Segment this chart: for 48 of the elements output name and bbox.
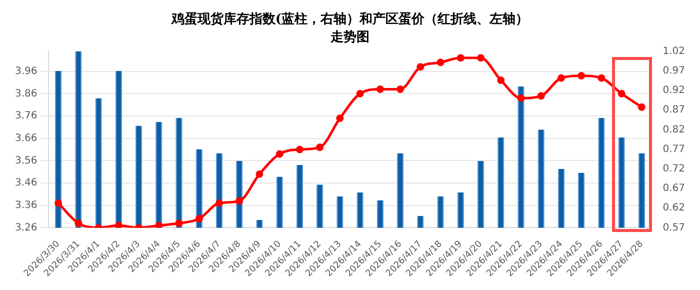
point	[276, 150, 284, 158]
point	[216, 199, 223, 207]
point	[517, 94, 525, 102]
point	[74, 220, 82, 228]
y2-tick-label: 0.77	[662, 144, 685, 155]
chart-subtitle: 走势图	[330, 28, 370, 45]
point	[598, 74, 606, 82]
point	[114, 222, 122, 228]
point	[155, 222, 163, 228]
point	[396, 85, 404, 93]
point	[336, 114, 344, 122]
y-tick-label: 3.36	[15, 200, 38, 211]
y-tick-label: 3.96	[15, 66, 38, 77]
chart-title: 鸡蛋现货库存指数(蓝柱，右轴）和产区蛋价（红折线、左轴）	[170, 11, 529, 28]
point	[175, 220, 183, 228]
point	[436, 58, 444, 66]
point	[195, 215, 203, 223]
y2-tick-label: 0.62	[662, 202, 685, 214]
point	[316, 144, 324, 152]
point	[497, 76, 505, 84]
point	[638, 103, 646, 111]
point	[618, 90, 626, 98]
y2-tick-label: 1.02	[662, 46, 685, 57]
point	[477, 54, 484, 62]
point	[456, 54, 464, 62]
y-tick-label: 3.76	[15, 110, 38, 122]
y-tick-label: 3.46	[15, 178, 38, 189]
y2-tick-label: 0.97	[662, 65, 685, 76]
point	[256, 170, 264, 178]
point	[356, 90, 364, 98]
point	[416, 63, 424, 71]
y-tick-label: 3.66	[15, 132, 38, 144]
y2-tick-label: 0.57	[662, 222, 685, 234]
y-tick-label: 3.86	[15, 88, 38, 100]
y2-tick-label: 0.72	[662, 163, 685, 174]
point	[54, 199, 62, 207]
point	[537, 92, 545, 100]
y2-tick-label: 0.67	[662, 183, 685, 194]
y2-tick-label: 0.82	[662, 124, 685, 136]
point	[236, 197, 244, 205]
y2-tick-label: 0.87	[662, 104, 685, 116]
y-tick-label: 3.56	[15, 155, 38, 166]
point	[578, 72, 586, 80]
y-tick-label: 3.26	[15, 222, 38, 234]
point	[296, 146, 304, 154]
y2-tick-label: 0.92	[662, 85, 685, 96]
point	[376, 85, 384, 93]
point	[557, 74, 565, 82]
